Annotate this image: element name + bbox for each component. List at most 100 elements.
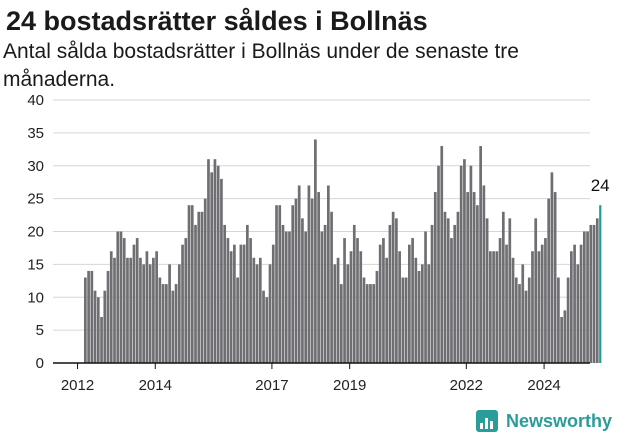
bar [96,297,100,363]
bar [233,244,236,363]
bar [489,251,492,363]
bar [534,218,538,363]
bar [139,257,142,363]
bar [249,238,252,363]
bar [553,192,557,363]
bar [420,264,424,364]
bar [129,257,133,363]
bar [90,270,94,363]
bar [148,264,152,364]
bar [346,264,350,364]
y-tick-label: 15 [27,256,44,273]
logo-text: Newsworthy [506,410,613,431]
bar [333,264,337,364]
chart-title: 24 bostadsrätter såldes i Bollnäs [6,6,428,36]
bar [100,316,103,363]
x-tick-label: 2012 [61,377,94,394]
x-tick-label: 2019 [333,377,366,394]
bar [443,211,447,363]
bar [414,257,418,363]
bar [284,231,288,363]
bar [427,264,431,364]
bar [255,264,259,364]
bar [417,270,421,363]
bar [278,205,282,363]
bar [113,257,116,363]
bar [268,264,272,364]
bar [181,244,184,363]
y-tick-label: 20 [27,224,44,241]
bar [135,238,139,363]
newsworthy-logo-icon [476,410,498,432]
bar [395,218,398,363]
y-tick-label: 40 [27,92,44,109]
bar [246,224,249,363]
bar [116,231,120,363]
bar [190,205,194,363]
bar [375,270,379,363]
bar [265,297,269,363]
bar [550,172,554,363]
bar [184,238,188,363]
bar [304,231,308,363]
bar [595,218,599,363]
bar [226,238,230,363]
bar [589,224,593,363]
bar [158,277,162,363]
bar [126,257,129,363]
bar [472,192,476,363]
bar [446,218,450,363]
bar [242,244,246,363]
y-tick-label: 25 [27,191,44,208]
y-tick-label: 5 [36,322,44,339]
bar [262,290,265,363]
x-tick-label: 2022 [450,377,483,394]
bar [106,270,110,363]
bar [527,277,531,363]
bar [437,165,440,363]
bar [582,231,586,363]
bar [511,257,515,363]
highlight-value-label: 24 [591,176,610,195]
bar [327,185,330,363]
bar [93,290,97,363]
bar [537,251,541,363]
bar [275,205,278,363]
bar [349,251,353,363]
bar [132,244,136,363]
bar [430,224,434,363]
bar [401,277,405,363]
bar-highlight [599,205,602,363]
bar [498,238,502,363]
bar [213,159,217,363]
x-tick-label: 2014 [139,377,172,394]
bar [482,185,486,363]
bar [177,264,181,364]
bar [200,211,204,363]
bar [540,244,544,363]
bar [411,238,414,363]
bar [547,198,551,364]
y-tick-label: 0 [36,355,44,372]
bar [310,198,314,364]
bar [352,224,356,363]
bar [203,198,207,364]
bar [492,251,495,363]
bar [119,231,123,363]
bar [207,159,210,363]
bar [294,198,298,364]
bar [388,224,392,363]
bar [165,284,168,363]
bar [592,224,596,363]
bar [544,238,547,363]
bar [171,290,175,363]
bar [514,277,518,363]
bar [518,284,521,363]
bar [174,284,178,363]
bar [317,192,320,363]
bar [236,277,239,363]
bar [223,224,227,363]
bar [109,251,113,363]
bar [573,244,576,363]
